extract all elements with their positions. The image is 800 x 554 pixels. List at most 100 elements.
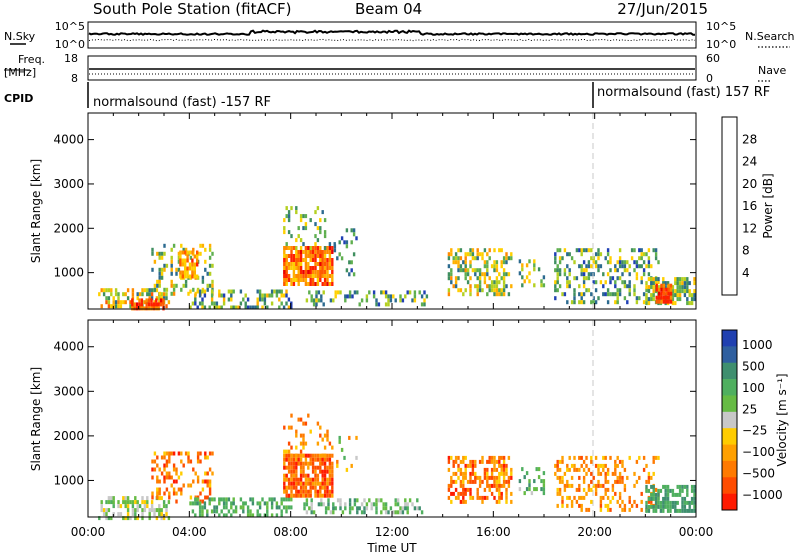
echo-cell [345,268,349,273]
echo-cell [502,475,506,480]
echo-cell [138,298,141,303]
echo-cell [495,499,499,504]
echo-cell [320,498,323,503]
echo-cell [331,270,334,274]
echo-cell [464,256,467,261]
echo-cell [328,441,332,446]
echo-cell [210,297,214,302]
echo-cell [336,459,339,464]
echo-cell [450,248,453,253]
echo-cell [273,289,276,294]
echo-cell [604,487,607,492]
echo-cell [554,288,557,293]
echo-cell [158,251,161,256]
echo-cell [332,502,335,507]
echo-cell [558,256,562,261]
beam-title: Beam 04 [355,0,422,18]
echo-cell [604,455,607,460]
echo-cell [225,513,228,518]
echo-cell [618,288,622,293]
echo-cell [498,471,501,476]
freq-tick-top: 18 [64,52,78,65]
echo-cell [331,489,334,494]
echo-cell [323,254,327,258]
echo-cell [599,280,603,285]
echo-cell [316,254,320,258]
echo-cell [105,512,108,517]
echo-cell [533,479,536,484]
echo-cell [334,506,337,511]
echo-cell [399,298,402,303]
echo-cell [681,277,684,282]
echo-cell [611,495,615,500]
echo-cell [476,475,479,480]
echo-cell [328,489,332,494]
echo-cell [360,298,364,303]
echo-cell [151,467,154,472]
echo-cell [665,287,668,292]
echo-cell [319,481,322,486]
echo-cell [377,498,381,503]
echo-cell [464,260,467,265]
echo-cell [469,292,472,297]
echo-cell [654,256,658,261]
echo-cell [561,495,564,500]
echo-cell [614,463,617,468]
echo-cell [505,284,508,289]
echo-cell [302,465,305,470]
echo-cell [597,467,600,472]
echo-cell [295,473,298,478]
echo-cell [275,293,279,298]
echo-cell [464,487,467,492]
echo-cell [353,498,357,503]
echo-cell [566,463,569,468]
echo-cell [198,289,202,294]
echo-cell [309,461,312,466]
echo-cell [486,292,489,297]
echo-cell [582,459,586,464]
echo-cell [599,495,603,500]
echo-cell [486,284,489,289]
echo-cell [326,481,329,486]
echo-cell [191,270,194,275]
echo-cell [208,487,212,492]
echo-cell [304,457,308,462]
echo-cell [326,246,329,250]
echo-cell [693,281,696,286]
x-tick-label: 12:00 [375,525,410,539]
echo-cell [676,484,679,489]
echo-cell [165,471,169,476]
echo-cell [292,453,296,458]
echo-cell [331,481,334,486]
echo-cell [290,461,293,466]
echo-cell [326,266,329,270]
echo-cell [304,485,308,490]
echo-cell [181,270,184,275]
echo-cell [186,274,189,279]
echo-cell [423,302,426,307]
echo-cell [107,288,111,293]
echo-cell [234,509,238,514]
echo-cell [606,260,610,265]
echo-cell [602,467,605,472]
echo-cell [290,457,293,462]
echo-cell [528,279,531,284]
echo-cell [616,455,619,460]
echo-cell [326,477,329,482]
echo-cell [290,258,293,262]
echo-cell [148,512,151,517]
echo-cell [258,505,262,510]
echo-cell [225,501,228,506]
echo-cell [488,256,491,261]
echo-cell [191,274,194,279]
echo-cell [283,254,286,258]
echo-cell [642,292,646,297]
echo-cell [490,471,494,476]
echo-cell [355,435,358,440]
echo-cell [457,495,460,500]
noise-left-tick-bottom: 10^0 [55,38,85,51]
echo-cell [676,492,679,497]
echo-cell [490,455,494,460]
echo-cell [413,290,417,295]
